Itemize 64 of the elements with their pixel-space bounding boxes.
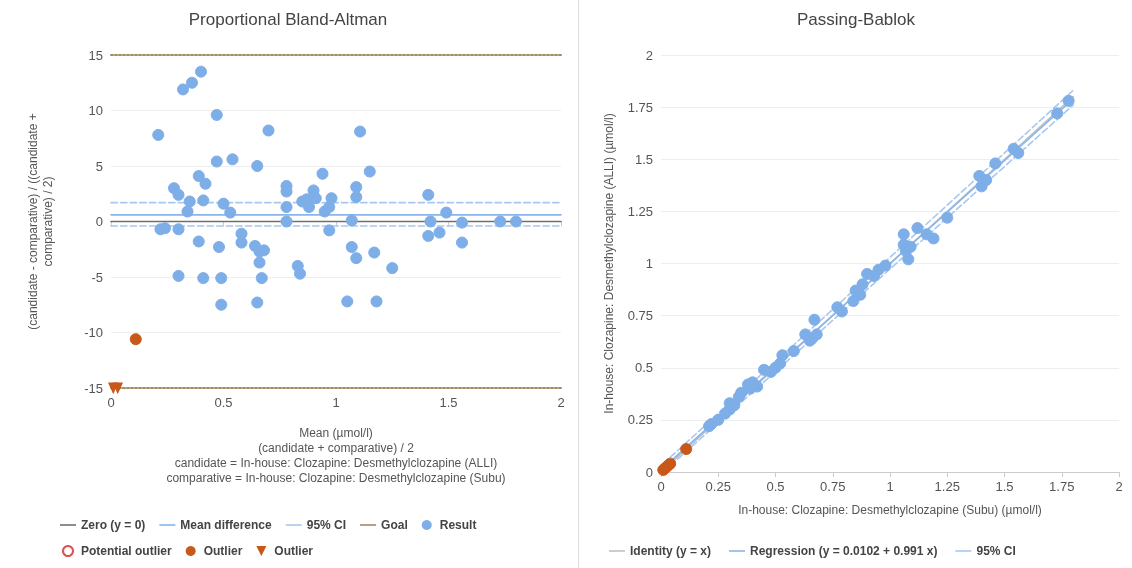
point bbox=[879, 259, 892, 272]
x-tick-label: 2 bbox=[557, 395, 565, 410]
point bbox=[989, 157, 1002, 170]
x-tick-label: 0.25 bbox=[705, 479, 731, 494]
y-tick-label: 2 bbox=[645, 47, 653, 63]
y-tick-label: -5 bbox=[91, 269, 103, 285]
y-tick-label: -10 bbox=[84, 325, 103, 340]
x-tick-label: 1 bbox=[886, 479, 894, 494]
x-axis-title: Mean (µmol/l) (candidate + comparative) / 2 candidate = In-house: Clozapine: Desmethylclozapine (ALLI) comparative = In-house: Clozapine: Desmethylclozapine (Subu) bbox=[166, 426, 506, 486]
x-tick-label: 1.5 bbox=[439, 395, 458, 410]
point bbox=[941, 211, 954, 224]
chart-title: Proportional Bland-Altman bbox=[188, 10, 388, 29]
y-tick-label: 0.25 bbox=[627, 412, 653, 428]
x-tick-label: 2 bbox=[1115, 479, 1123, 494]
point bbox=[1051, 107, 1064, 120]
legend-label: Goal bbox=[381, 518, 408, 532]
point bbox=[1062, 94, 1075, 107]
chart-title: Passing-Bablok bbox=[796, 10, 916, 29]
legend-label: Regression (y = 0.0102 + 0.991 x) bbox=[750, 544, 938, 558]
point bbox=[856, 278, 869, 291]
x-tick-label: 0 bbox=[657, 479, 665, 494]
x-axis-title: In-house: Clozapine: Desmethylclozapine (Subu) (µmol/l) bbox=[738, 502, 1042, 517]
legend-label: Result bbox=[439, 518, 477, 532]
y-axis-title: (candidate - comparative) / ((candidate + comparative) / 2) bbox=[25, 113, 55, 330]
y-tick-label: 1 bbox=[645, 256, 653, 271]
legend-label: Identity (y = x) bbox=[630, 544, 712, 558]
point bbox=[808, 313, 821, 326]
x-tick-label: 0.5 bbox=[766, 479, 785, 494]
legend-label: Mean difference bbox=[180, 518, 273, 532]
y-tick-label: 1.25 bbox=[627, 203, 653, 219]
x-tick-label: 0 bbox=[107, 395, 115, 410]
point bbox=[927, 232, 940, 245]
point bbox=[810, 328, 823, 341]
point bbox=[835, 305, 848, 318]
point bbox=[911, 222, 924, 235]
y-tick-label: 1.75 bbox=[627, 99, 653, 115]
legend-label: Potential outlier bbox=[81, 544, 172, 558]
legend-label: Outlier bbox=[203, 544, 243, 558]
x-tick-label: 0.5 bbox=[214, 395, 233, 410]
point bbox=[776, 349, 789, 362]
x-tick-label: 0.75 bbox=[820, 479, 846, 494]
y-tick-label: 5 bbox=[95, 158, 103, 174]
y-tick-label: -15 bbox=[84, 380, 103, 396]
y-tick-label: 15 bbox=[88, 47, 103, 63]
y-tick-label: 0.5 bbox=[634, 360, 653, 376]
legend-label: Outlier bbox=[274, 544, 314, 558]
point bbox=[897, 228, 910, 241]
legend-label: 95% CI bbox=[306, 518, 347, 532]
x-tick-label: 1.75 bbox=[1049, 479, 1075, 494]
y-axis-title: In-house: Clozapine: Desmethylclozapine (ALLI) (µmol/l) bbox=[602, 113, 617, 414]
y-tick-label: 0 bbox=[645, 464, 653, 480]
y-tick-label: 10 bbox=[88, 103, 103, 118]
legend-label: 95% CI bbox=[976, 544, 1016, 558]
point bbox=[902, 253, 915, 266]
y-tick-label: 1.5 bbox=[634, 151, 653, 167]
y-tick-label: 0 bbox=[95, 214, 103, 229]
legend-label: Zero (y = 0) bbox=[81, 518, 146, 532]
point bbox=[680, 443, 693, 456]
x-tick-label: 1.5 bbox=[995, 479, 1014, 494]
point bbox=[787, 345, 800, 358]
point bbox=[1012, 147, 1025, 159]
x-tick-label: 1 bbox=[332, 395, 340, 410]
x-tick-label: 1.25 bbox=[934, 479, 960, 494]
y-tick-label: 0.75 bbox=[627, 308, 653, 324]
